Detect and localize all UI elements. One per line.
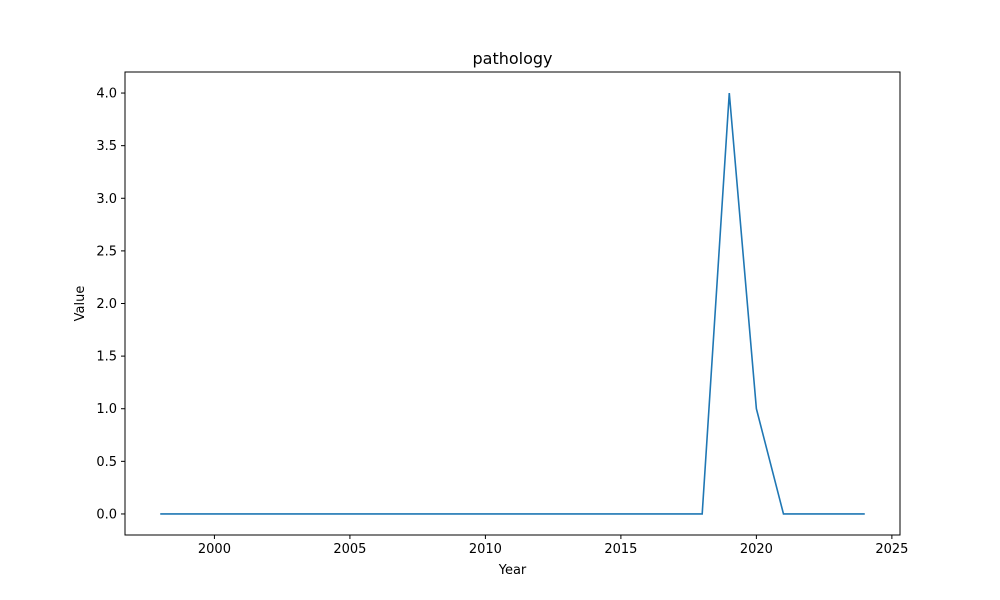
y-tick-label: 0.0 <box>96 507 117 522</box>
y-tick-label: 2.0 <box>96 297 117 312</box>
x-tick-label: 2000 <box>198 542 231 557</box>
series-layer <box>160 92 865 515</box>
y-tick-label: 0.5 <box>96 455 117 470</box>
x-tick-label: 2005 <box>333 542 366 557</box>
y-tick-label: 4.0 <box>96 87 117 102</box>
y-tick-label: 3.5 <box>96 139 117 154</box>
x-tick-label: 2015 <box>604 542 637 557</box>
x-axis-label: Year <box>498 563 527 578</box>
y-axis-label: Value <box>73 286 88 322</box>
x-tick-label: 2010 <box>469 542 502 557</box>
y-tick-label: 1.0 <box>96 402 117 417</box>
y-axis-ticks: 0.0 0.5 1.0 1.5 2.0 2.5 3.0 3.5 4.0 <box>96 87 125 522</box>
y-tick-label: 3.0 <box>96 192 117 207</box>
y-tick-label: 2.5 <box>96 244 117 259</box>
x-tick-label: 2025 <box>875 542 908 557</box>
chart-title: pathology <box>472 49 552 68</box>
x-axis-ticks: 2000 2005 2010 2015 2020 2025 <box>198 535 908 557</box>
y-tick-label: 1.5 <box>96 350 117 365</box>
plot-frame <box>124 71 901 536</box>
series-line <box>160 92 865 515</box>
x-tick-label: 2020 <box>740 542 773 557</box>
